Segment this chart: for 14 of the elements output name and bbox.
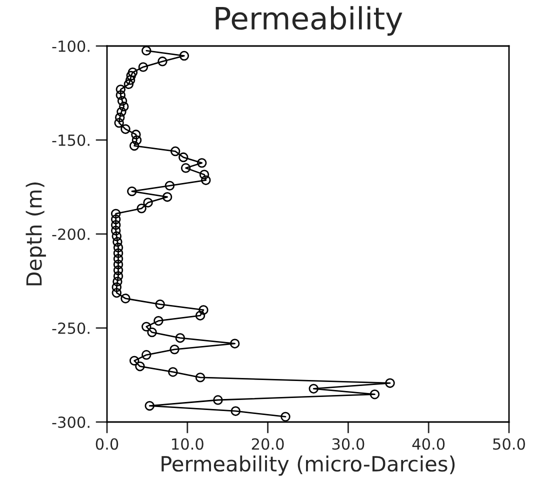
- y-tick-label: -250.: [52, 322, 90, 334]
- x-tick-label: 30.0: [332, 438, 364, 450]
- y-tick-label: -300.: [52, 416, 90, 428]
- y-tick-label: -200.: [52, 228, 90, 240]
- y-axis-title: Depth (m): [26, 182, 46, 286]
- x-tick-label: 0.0: [96, 438, 118, 450]
- x-tick-label: 10.0: [172, 438, 204, 450]
- y-tick-label: -150.: [52, 134, 90, 146]
- y-tick-label: -100.: [52, 40, 90, 52]
- x-tick-label: 50.0: [493, 438, 525, 450]
- chart-title: Permeability: [216, 6, 402, 36]
- x-axis-title: Permeability (micro-Darcies): [162, 456, 455, 476]
- x-tick-label: 20.0: [252, 438, 284, 450]
- x-tick-label: 40.0: [412, 438, 445, 450]
